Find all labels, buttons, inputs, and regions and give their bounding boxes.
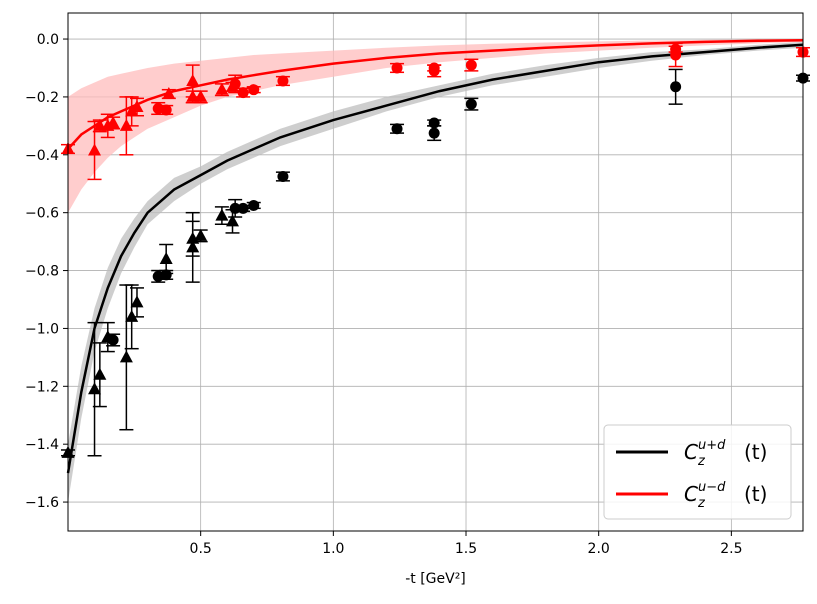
x-tick-label: 1.5 xyxy=(455,541,477,557)
data-point xyxy=(464,58,479,72)
legend-argument: (t) xyxy=(744,440,767,464)
circle-marker xyxy=(277,171,289,183)
triangle-marker xyxy=(119,350,133,363)
triangle-marker xyxy=(93,367,107,380)
uncertainty-bands xyxy=(68,39,803,503)
data-point xyxy=(151,269,166,283)
data-point xyxy=(390,123,405,135)
data-point xyxy=(464,97,479,111)
y-tick-label: −1.2 xyxy=(25,379,59,395)
uplusd-curve xyxy=(66,43,804,474)
circle-marker xyxy=(237,87,249,99)
triangle-marker xyxy=(215,82,229,95)
uminusd-band xyxy=(68,39,803,213)
triangle-marker xyxy=(88,382,102,395)
data-point xyxy=(129,97,144,117)
data-point xyxy=(427,125,442,142)
triangle-marker xyxy=(130,295,144,308)
circle-marker xyxy=(248,84,260,96)
triangle-marker xyxy=(125,309,139,322)
data-points xyxy=(61,42,810,458)
data-point xyxy=(214,206,229,226)
triangle-marker xyxy=(106,115,120,128)
circle-marker xyxy=(160,104,172,116)
circle-marker xyxy=(107,334,119,346)
triangle-marker xyxy=(88,143,102,156)
data-point xyxy=(246,199,261,211)
triangle-marker xyxy=(194,89,208,102)
data-point xyxy=(159,104,174,116)
axis-ticks: 0.5 1.0 1.5 2.0 2.5 0.0 −0.2 −0.4 −0.6 −0.8 −1.0 −1… xyxy=(25,32,742,557)
data-point xyxy=(159,269,174,281)
y-tick-label: −0.6 xyxy=(25,206,59,222)
triangle-marker xyxy=(186,74,200,87)
data-point xyxy=(161,87,176,100)
plot-frame xyxy=(67,12,804,532)
data-point xyxy=(275,75,290,87)
data-point xyxy=(390,62,405,74)
x-tick-label: 2.5 xyxy=(720,541,742,557)
legend-superscript: u−d xyxy=(698,480,726,495)
data-point xyxy=(275,171,290,183)
circle-marker xyxy=(670,81,682,93)
legend-entry: Cu−d z (t) xyxy=(684,480,767,511)
triangle-marker xyxy=(130,100,144,113)
y-tick-label: −1.0 xyxy=(25,321,59,337)
data-point xyxy=(228,74,243,94)
x-axis-label: -t [GeV²] xyxy=(405,571,466,587)
legend-entry: Cu+d z (t) xyxy=(684,438,767,469)
uplusd-band xyxy=(68,41,803,503)
data-point xyxy=(92,342,107,408)
triangle-marker xyxy=(162,87,176,100)
data-point xyxy=(668,68,683,105)
circle-marker xyxy=(229,78,241,90)
circle-marker xyxy=(465,59,477,71)
legend-superscript: u+d xyxy=(698,438,726,453)
circle-marker xyxy=(237,202,249,214)
triangle-marker xyxy=(215,208,229,221)
data-point xyxy=(87,321,102,457)
data-point xyxy=(427,62,442,74)
data-point xyxy=(236,87,251,99)
circle-marker xyxy=(428,127,440,139)
y-tick-label: −0.4 xyxy=(25,148,59,164)
circle-marker xyxy=(670,43,682,55)
data-point xyxy=(129,287,144,318)
legend-subscript: z xyxy=(697,496,706,511)
triangle-marker xyxy=(159,251,173,264)
triangle-marker xyxy=(119,118,133,131)
legend-main: C xyxy=(684,482,698,506)
circle-marker xyxy=(391,123,403,135)
circle-marker xyxy=(160,269,172,281)
y-tick-label: −0.2 xyxy=(25,90,59,106)
y-tick-label: 0.0 xyxy=(37,32,59,48)
x-tick-label: 1.0 xyxy=(322,541,344,557)
data-point xyxy=(246,84,261,96)
data-point xyxy=(106,333,121,347)
legend-subscript: z xyxy=(697,454,706,469)
x-tick-label: 2.0 xyxy=(588,541,610,557)
circle-marker xyxy=(248,199,260,211)
circle-marker xyxy=(465,98,477,110)
data-point xyxy=(193,89,208,104)
y-tick-label: −1.6 xyxy=(25,495,59,511)
data-point xyxy=(106,115,121,130)
data-point xyxy=(193,228,208,243)
legend: Cu+d z (t)Cu−d z (t) xyxy=(603,424,792,520)
legend-argument: (t) xyxy=(744,482,767,506)
data-point xyxy=(668,43,683,55)
y-tick-label: −0.8 xyxy=(25,264,59,280)
triangle-marker xyxy=(226,214,240,227)
data-point xyxy=(236,202,251,214)
data-point xyxy=(214,82,229,97)
triangle-marker xyxy=(194,228,208,241)
data-point xyxy=(159,243,174,275)
legend-main: C xyxy=(684,440,698,464)
x-tick-label: 0.5 xyxy=(190,541,212,557)
circle-marker xyxy=(277,75,289,87)
circle-marker xyxy=(391,62,403,74)
y-tick-label: −1.4 xyxy=(25,437,59,453)
circle-marker xyxy=(428,62,440,74)
